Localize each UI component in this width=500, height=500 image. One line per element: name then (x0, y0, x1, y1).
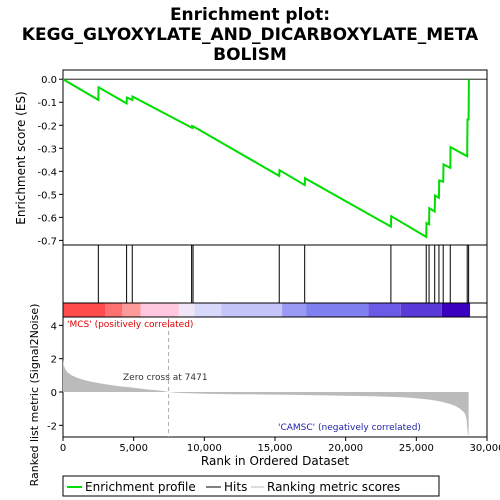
hit-lines (97, 245, 470, 303)
legend: Enrichment profile Hits Ranking metric s… (62, 475, 440, 497)
title-line-1: Enrichment plot: (170, 5, 330, 25)
colorbar-segment (194, 303, 222, 317)
metric-x-tick-label: 0 (60, 443, 66, 454)
ranked-metric-panel: 420-2 0 5,000 10,000 15,000 20,000 25,000 30,0… (28, 304, 500, 487)
enrichment-score-panel: 0.0 -0.1 -0.2 -0.3 -0.4 -0.5 -0.6 -0.7 Enrichme… (14, 69, 488, 247)
legend-label-hits: Hits (224, 480, 247, 494)
legend-label-enrichment: Enrichment profile (85, 480, 196, 494)
colorbar-segment (221, 303, 283, 317)
metric-x-ticks: 0 5,000 10,000 15,000 20,000 25,000 30,000 (60, 437, 500, 454)
colorbar-segment (105, 303, 123, 317)
title-line-3: BOLISM (213, 45, 287, 65)
metric-y-ticks: 4 2 0 -2 (47, 321, 63, 432)
es-y-tick-label: -0.1 (37, 98, 57, 109)
enrichment-profile-line (62, 78, 470, 239)
zero-cross-label: Zero cross at 7471 (123, 373, 208, 383)
colorbar-segment (368, 303, 401, 317)
metric-y-axis-label: Ranked list metric (Signal2Noise) (28, 304, 41, 487)
es-y-tick-label: -0.3 (37, 144, 57, 155)
x-axis-label: Rank in Ordered Dataset (201, 454, 349, 468)
metric-y-tick-label: 2 (51, 355, 57, 366)
colorbar-segment (306, 303, 369, 317)
legend-box (62, 475, 440, 497)
colorbar-segment (282, 303, 307, 317)
metric-x-tick-label: 5,000 (119, 443, 148, 454)
legend-label-ranking: Ranking metric scores (267, 480, 400, 494)
es-y-tick-label: -0.2 (37, 121, 57, 132)
negative-correlation-label: 'CAMSC' (negatively correlated) (278, 423, 421, 433)
colorbar-segment (441, 303, 471, 317)
metric-x-tick-label: 15,000 (258, 443, 293, 454)
es-y-tick-label: -0.6 (37, 213, 57, 224)
rank-colorbar (62, 302, 488, 318)
metric-y-tick-label: 0 (51, 388, 57, 399)
es-y-tick-label: -0.7 (37, 236, 57, 247)
colorbar-segment (63, 303, 106, 317)
metric-x-tick-label: 10,000 (187, 443, 222, 454)
colorbar-segment (400, 303, 442, 317)
es-frame (62, 69, 488, 246)
es-y-axis-label: Enrichment score (ES) (14, 91, 28, 224)
colorbar-segment (140, 303, 179, 317)
metric-y-tick-label: 4 (51, 321, 57, 332)
title-line-2: KEGG_GLYOXYLATE_AND_DICARBOXYLATE_META (22, 25, 479, 45)
es-y-tick-label: 0.0 (41, 75, 57, 86)
metric-x-tick-label: 20,000 (328, 443, 363, 454)
metric-y-tick-label: -2 (47, 421, 57, 432)
hits-panel (62, 244, 488, 304)
metric-x-tick-label: 30,000 (470, 443, 500, 454)
colorbar-segment (122, 303, 141, 317)
es-y-tick-label: -0.4 (37, 167, 57, 178)
positive-correlation-label: 'MCS' (positively correlated) (67, 320, 193, 330)
metric-x-tick-label: 25,000 (399, 443, 434, 454)
es-y-tick-label: -0.5 (37, 190, 57, 201)
colorbar-segment (178, 303, 195, 317)
es-y-ticks: 0.0 -0.1 -0.2 -0.3 -0.4 -0.5 -0.6 -0.7 (37, 75, 63, 247)
